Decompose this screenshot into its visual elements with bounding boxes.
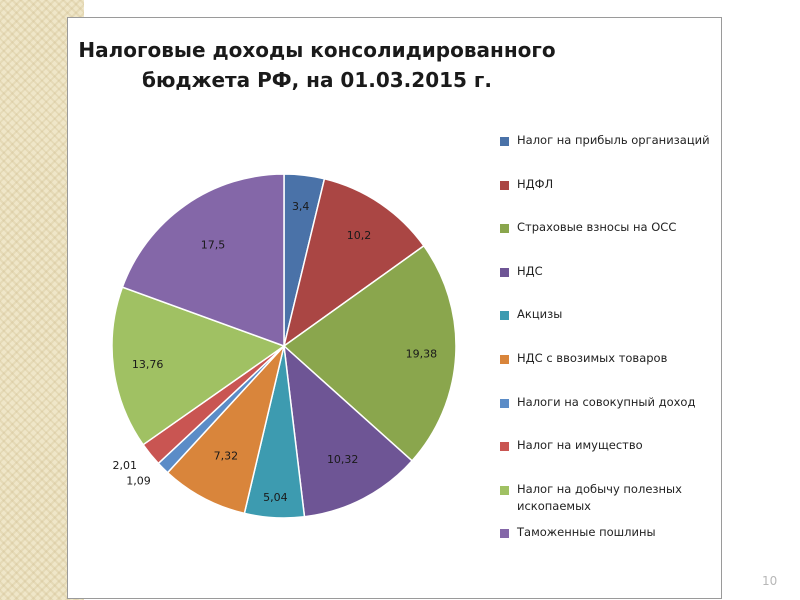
data-label-2: 10,2 — [347, 229, 372, 242]
pie-slice-4 — [283, 344, 414, 518]
data-label-9: 13,76 — [132, 358, 164, 371]
legend-label-line: ископаемых — [517, 498, 591, 513]
legend-swatch-8 — [500, 442, 509, 452]
legend-swatch-9 — [500, 485, 509, 495]
legend-label-10: Таможенные пошлины — [517, 524, 717, 541]
legend-label-line: Налог на добычу полезных — [517, 481, 682, 496]
legend-label-line: Таможенные пошлины — [517, 525, 656, 540]
legend-label-4: НДС — [517, 263, 717, 280]
legend-label-line: Налоги на совокупный доход — [517, 394, 696, 409]
pie-slice-6 — [166, 343, 286, 515]
legend-label-line: Налог на имущество — [517, 438, 643, 453]
legend-label-7: Налоги на совокупный доход — [517, 394, 717, 411]
legend-swatch-7 — [500, 398, 509, 408]
legend-label-3: Страховые взносы на ОСС — [517, 219, 717, 236]
legend-label-9: Налог на добычу полезных ископаемых — [517, 481, 717, 515]
legend-label-5: Акцизы — [517, 306, 717, 323]
legend-swatch-2 — [500, 180, 509, 190]
data-label-7: 1,09 — [126, 474, 151, 487]
legend-label-line: НДФЛ — [517, 176, 554, 191]
legend-swatch-5 — [500, 311, 509, 321]
legend-label-line: Страховые взносы на ОСС — [517, 220, 677, 235]
pie-slice-10 — [121, 173, 285, 348]
legend-label-8: Налог на имущество — [517, 437, 717, 454]
legend-label-line: Акцизы — [517, 307, 563, 322]
chart-title: Налоговые доходы консолидированного бюдж… — [67, 35, 567, 95]
legend-label-line: НДС с ввозимых товаров — [517, 351, 668, 365]
page-number: 10 — [762, 574, 778, 588]
legend-label-line: НДС — [517, 263, 543, 278]
legend-label-2: НДФЛ — [517, 176, 717, 193]
legend-swatch-3 — [500, 224, 509, 234]
chart-title-line-2: бюджета РФ, на 01.03.2015 г. — [142, 68, 492, 92]
pie-slice-2 — [282, 177, 425, 348]
data-label-1: 3,4 — [292, 200, 310, 213]
legend-swatch-10 — [500, 529, 509, 539]
data-label-8: 2,01 — [113, 459, 138, 472]
chart-title-line-1: Налоговые доходы консолидированного — [78, 38, 556, 62]
legend-swatch-6 — [500, 355, 509, 364]
data-label-4: 10,32 — [327, 453, 359, 466]
legend-label-6: НДС с ввозимых товаров — [517, 350, 717, 367]
pie-slice-9 — [111, 286, 286, 446]
pie-slice-3 — [282, 244, 457, 462]
legend-swatch-4 — [500, 267, 509, 277]
data-label-5: 5,04 — [263, 491, 288, 504]
data-label-6: 7,32 — [214, 449, 239, 462]
legend-swatch-1 — [500, 137, 509, 146]
legend-label-1: Налог на прибыль организаций — [517, 132, 717, 149]
data-label-3: 19,38 — [406, 348, 438, 361]
legend-label-line: Налог на прибыль организаций — [517, 133, 710, 147]
data-label-10: 17,5 — [201, 239, 226, 252]
